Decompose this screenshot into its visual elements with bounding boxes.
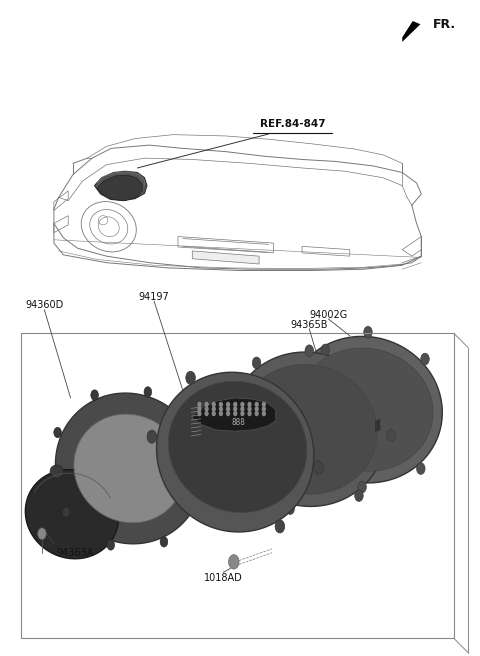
Circle shape — [160, 537, 168, 547]
Circle shape — [305, 345, 313, 357]
Polygon shape — [74, 414, 185, 523]
Circle shape — [263, 403, 265, 406]
Text: 94365B: 94365B — [290, 319, 328, 330]
Text: REF.84-847: REF.84-847 — [260, 119, 325, 129]
Polygon shape — [297, 348, 433, 471]
Circle shape — [227, 407, 229, 411]
Polygon shape — [56, 393, 203, 544]
Circle shape — [387, 429, 396, 441]
Circle shape — [420, 353, 429, 365]
Circle shape — [241, 403, 244, 406]
Circle shape — [205, 403, 208, 406]
Polygon shape — [288, 337, 442, 483]
Circle shape — [219, 407, 222, 411]
Circle shape — [227, 411, 229, 415]
Polygon shape — [239, 364, 377, 494]
Circle shape — [314, 461, 324, 474]
Circle shape — [198, 407, 201, 411]
Text: 888: 888 — [232, 419, 245, 427]
Circle shape — [227, 403, 229, 406]
Circle shape — [234, 403, 237, 406]
Polygon shape — [95, 171, 147, 201]
Circle shape — [54, 427, 61, 438]
Circle shape — [205, 407, 208, 411]
Circle shape — [255, 411, 258, 415]
Circle shape — [37, 528, 46, 540]
Polygon shape — [192, 398, 276, 431]
Circle shape — [212, 411, 215, 415]
Circle shape — [263, 411, 265, 415]
Circle shape — [198, 411, 201, 415]
Circle shape — [248, 411, 251, 415]
Circle shape — [228, 555, 239, 569]
Circle shape — [205, 411, 208, 415]
Polygon shape — [374, 418, 381, 432]
Circle shape — [219, 403, 222, 406]
Circle shape — [220, 417, 228, 429]
Text: 94197: 94197 — [139, 292, 169, 302]
Circle shape — [301, 455, 310, 466]
Circle shape — [219, 411, 222, 415]
Circle shape — [234, 407, 237, 411]
Circle shape — [263, 407, 265, 411]
Polygon shape — [234, 419, 240, 434]
Polygon shape — [50, 465, 63, 478]
Circle shape — [321, 344, 330, 356]
Circle shape — [248, 403, 251, 406]
Circle shape — [275, 520, 285, 533]
Circle shape — [212, 407, 215, 411]
Circle shape — [255, 403, 258, 406]
Circle shape — [358, 482, 366, 493]
Text: 94002G: 94002G — [309, 310, 348, 320]
Circle shape — [212, 403, 215, 406]
Circle shape — [107, 540, 115, 550]
Circle shape — [241, 407, 244, 411]
Circle shape — [198, 403, 201, 406]
Circle shape — [234, 411, 237, 415]
Polygon shape — [25, 470, 119, 559]
Polygon shape — [156, 372, 314, 532]
Text: 1018AD: 1018AD — [204, 573, 243, 583]
Circle shape — [91, 390, 98, 400]
Text: FR.: FR. — [433, 18, 456, 31]
Polygon shape — [229, 352, 386, 506]
Circle shape — [417, 462, 425, 474]
Text: 94363A: 94363A — [57, 548, 94, 558]
Circle shape — [62, 507, 70, 518]
Circle shape — [364, 326, 372, 338]
Polygon shape — [168, 381, 307, 512]
Polygon shape — [402, 21, 420, 42]
Circle shape — [255, 407, 258, 411]
Circle shape — [186, 371, 195, 384]
Circle shape — [144, 387, 152, 397]
Circle shape — [241, 411, 244, 415]
Text: 94360D: 94360D — [25, 300, 63, 310]
Polygon shape — [97, 175, 142, 201]
Polygon shape — [355, 398, 364, 410]
Circle shape — [147, 430, 156, 443]
Polygon shape — [195, 459, 208, 472]
Circle shape — [248, 407, 251, 411]
Polygon shape — [192, 251, 259, 264]
Circle shape — [355, 490, 363, 501]
Circle shape — [286, 502, 295, 514]
Circle shape — [252, 357, 261, 369]
